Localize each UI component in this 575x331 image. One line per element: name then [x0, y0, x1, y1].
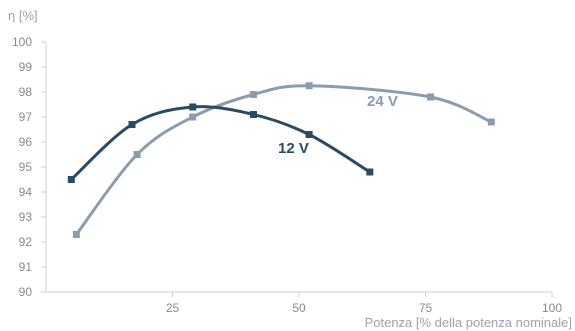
y-tick-label: 90 — [19, 285, 33, 299]
y-tick-label: 96 — [19, 135, 33, 149]
y-tick-label: 93 — [19, 210, 33, 224]
x-axis-label: Potenza [% della potenza nominale] — [365, 315, 572, 330]
x-tick-label: 75 — [419, 301, 433, 315]
data-point-24v — [427, 93, 435, 101]
y-tick-label: 91 — [19, 260, 33, 274]
data-point-12v — [128, 121, 136, 128]
data-point-24v — [249, 91, 257, 98]
x-tick-label: 100 — [542, 301, 562, 315]
x-tick-label: 50 — [292, 301, 306, 315]
y-tick-label: 100 — [12, 35, 32, 49]
data-point-24v — [487, 118, 495, 126]
series-line-24v — [74, 84, 493, 236]
y-tick-label: 95 — [19, 160, 33, 174]
x-tick-label: 25 — [166, 301, 180, 315]
data-point-12v — [366, 168, 374, 176]
y-tick-label: 98 — [19, 85, 33, 99]
y-ticks: 90 91 92 93 94 95 96 97 98 99 100 — [12, 35, 46, 299]
y-tick-label: 94 — [19, 185, 33, 199]
data-point-24v — [305, 82, 313, 90]
series-line-12v — [69, 105, 372, 181]
axes — [45, 42, 552, 293]
data-point-24v — [189, 113, 197, 121]
x-ticks: 25 50 75 100 — [166, 292, 562, 315]
series-layer: 24 V 12 V — [67, 82, 495, 238]
series-label-12v: 12 V — [278, 140, 309, 157]
y-tick-label: 99 — [19, 60, 33, 74]
data-point-24v — [72, 231, 80, 238]
data-point-12v — [305, 131, 313, 138]
series-label-24v: 24 V — [367, 93, 398, 110]
data-point-12v — [249, 111, 257, 118]
y-tick-label: 97 — [19, 110, 33, 124]
data-point-24v — [133, 151, 141, 158]
y-axis-label: η [%] — [8, 8, 38, 23]
data-point-12v — [189, 103, 197, 111]
y-tick-label: 92 — [19, 235, 33, 249]
data-point-12v — [67, 176, 75, 183]
